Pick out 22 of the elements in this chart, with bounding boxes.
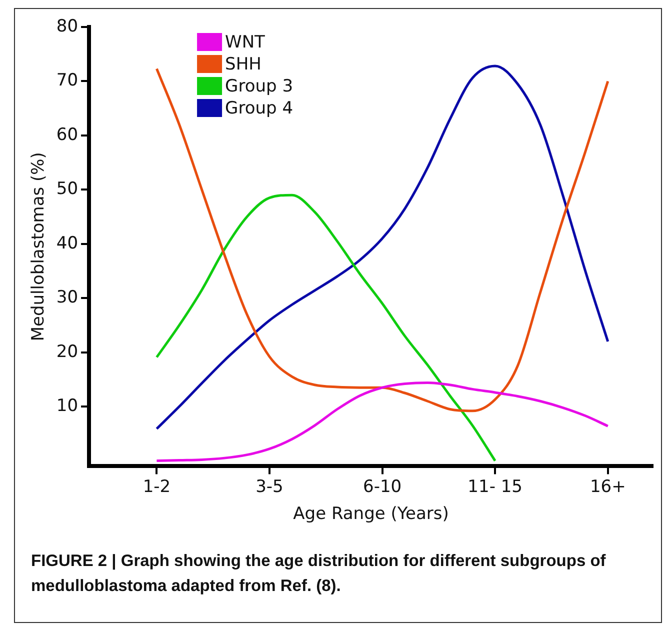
x-axis-title: Age Range (Years) — [293, 504, 449, 524]
x-tick-label: 11- 15 — [468, 476, 522, 497]
x-tick-label: 6-10 — [363, 476, 402, 497]
y-axis-title: Medulloblastomas (%) — [28, 152, 49, 342]
line-series — [155, 194, 496, 462]
caption: FIGURE 2 | Graph showing the age distribution for different subgroups of medulloblastoma adapted from Ref. (8). — [31, 551, 607, 597]
x-tick-label: 16+ — [590, 476, 626, 497]
legend-label: Group 3 — [225, 76, 294, 96]
x-tick-label: 3-5 — [256, 476, 284, 497]
y-tick-label: 20 — [56, 342, 78, 362]
legend-label: WNT — [225, 32, 266, 52]
y-tick-label: 40 — [56, 233, 78, 254]
x-tick-label: 1-2 — [142, 476, 171, 497]
line-series — [155, 381, 610, 462]
y-tick-label: 50 — [56, 179, 78, 200]
legend-label: SHH — [225, 54, 262, 74]
y-tick-label: 70 — [56, 70, 78, 91]
y-tick-label: 30 — [56, 288, 78, 308]
y-tick-label: 60 — [56, 124, 78, 145]
y-tick-label: 80 — [56, 16, 78, 36]
legend-label: Group 4 — [225, 98, 294, 118]
y-tick-label: 10 — [56, 396, 78, 416]
